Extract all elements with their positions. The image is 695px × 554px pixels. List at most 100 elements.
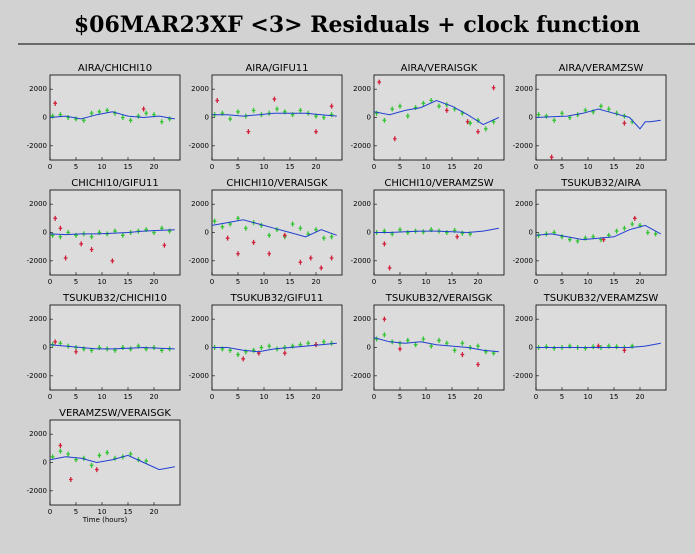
x-tick-label: 5	[560, 393, 564, 401]
residual-point	[465, 119, 470, 125]
x-tick-label: 10	[98, 393, 107, 401]
panel-title: TSUKUB32/CHICHI10	[62, 293, 167, 304]
y-tick-label: -2000	[27, 257, 47, 265]
y-tick-label: 0	[529, 114, 533, 122]
residual-point	[144, 110, 148, 116]
x-tick-label: 20	[474, 393, 483, 401]
residual-point	[421, 100, 426, 106]
residual-point	[476, 362, 480, 367]
x-tick-label: 0	[48, 163, 52, 171]
clock-function	[211, 219, 337, 238]
residual-point	[167, 228, 172, 234]
residual-point	[406, 230, 410, 235]
residual-point	[583, 345, 588, 351]
y-tick-label: 0	[205, 344, 209, 352]
panel-title: CHICHI10/VERAMZSW	[384, 178, 493, 189]
residual-point	[445, 340, 449, 346]
residual-point	[552, 117, 556, 123]
residual-point	[398, 103, 402, 109]
y-tick-label: 0	[43, 344, 47, 352]
residual-point	[128, 117, 133, 123]
x-tick-label: 20	[636, 278, 645, 286]
clock-function	[49, 111, 175, 120]
residual-point	[455, 234, 459, 240]
residual-point	[614, 344, 619, 350]
panel-title: AIRA/CHICHI10	[78, 63, 152, 74]
x-tick-label: 15	[610, 393, 619, 401]
residual-point	[267, 232, 271, 238]
residual-point	[429, 98, 433, 103]
y-tick-label: -2000	[27, 142, 47, 150]
residual-point	[298, 225, 303, 231]
x-tick-label: 10	[98, 163, 107, 171]
residual-point	[121, 345, 125, 350]
residual-point	[290, 221, 295, 227]
y-tick-label: 2000	[515, 315, 533, 323]
x-tick-label: 15	[448, 163, 457, 171]
plot-area	[211, 189, 343, 276]
panel-title: TSUKUB32/AIRA	[560, 178, 641, 189]
residual-point	[66, 451, 70, 457]
x-tick-label: 5	[560, 278, 564, 286]
x-tick-label: 0	[48, 508, 52, 516]
residual-point	[251, 347, 256, 353]
residual-point	[50, 454, 55, 460]
residual-point	[95, 467, 99, 473]
residual-point	[622, 347, 627, 353]
y-tick-label: 2000	[515, 85, 533, 93]
residual-point	[141, 106, 146, 112]
residual-point	[53, 100, 57, 106]
residual-point	[58, 340, 63, 346]
residual-point	[144, 458, 148, 464]
plot-area	[535, 74, 667, 161]
panel-title: TSUKUB32/VERAISGK	[385, 293, 493, 304]
y-tick-label: 2000	[353, 315, 371, 323]
residual-point	[382, 316, 387, 322]
residual-point	[272, 96, 277, 102]
y-tick-label: 0	[43, 459, 47, 467]
clock-function	[49, 229, 175, 236]
residual-point	[322, 235, 326, 241]
clock-function	[212, 342, 337, 353]
x-tick-label: 5	[74, 508, 78, 516]
clock-function	[535, 108, 661, 130]
y-tick-label: -2000	[27, 487, 47, 495]
residual-point	[575, 238, 580, 244]
residual-point	[607, 106, 611, 112]
x-tick-label: 5	[236, 163, 240, 171]
x-tick-label: 10	[98, 508, 107, 516]
x-tick-label: 15	[286, 393, 295, 401]
residual-point	[491, 85, 496, 91]
x-tick-label: 20	[636, 163, 645, 171]
residual-point	[283, 232, 287, 238]
residual-point	[549, 154, 554, 160]
x-tick-label: 15	[286, 163, 295, 171]
residual-point	[406, 113, 410, 119]
residual-point	[236, 215, 240, 221]
residual-point	[382, 117, 387, 123]
residual-point	[69, 477, 73, 482]
plot-area	[49, 419, 181, 506]
residual-point	[251, 107, 256, 113]
residual-point	[275, 106, 279, 112]
clock-function	[373, 337, 499, 353]
y-tick-label: 0	[367, 114, 371, 122]
residual-point	[552, 345, 556, 351]
residual-point	[599, 103, 603, 109]
y-tick-label: 0	[43, 114, 47, 122]
residual-point	[58, 448, 63, 454]
residual-point	[452, 347, 457, 353]
y-tick-label: 2000	[353, 200, 371, 208]
x-tick-label: 0	[534, 278, 538, 286]
y-tick-label: 2000	[191, 85, 209, 93]
x-axis-label: Time (hours)	[82, 516, 128, 524]
x-tick-label: 0	[372, 278, 376, 286]
residual-point	[329, 112, 334, 118]
residual-point	[536, 112, 541, 118]
residual-point	[406, 337, 410, 343]
x-tick-label: 15	[610, 278, 619, 286]
residual-point	[63, 255, 68, 261]
residual-point	[329, 103, 334, 109]
residual-point	[58, 443, 63, 448]
